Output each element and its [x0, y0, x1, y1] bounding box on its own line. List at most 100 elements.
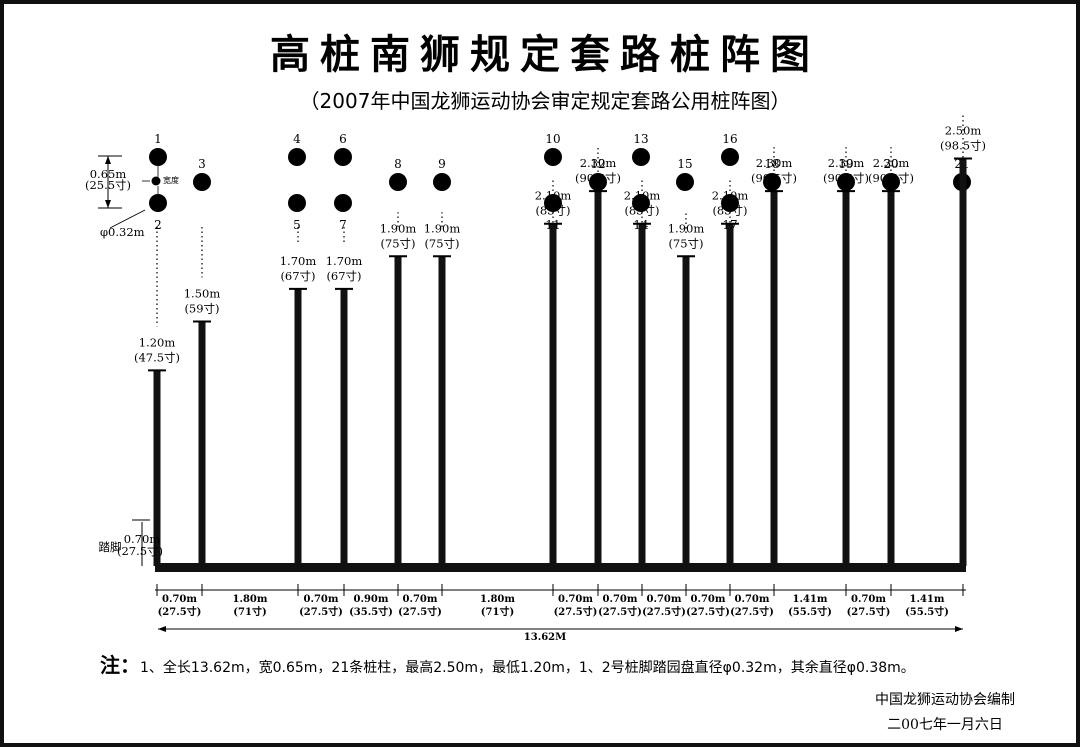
pile-18-top [763, 173, 781, 191]
total-length-dimension: 13.62M [158, 626, 963, 643]
pile-number-6: 6 [339, 132, 347, 146]
post-4-height-m: 1.70m [326, 254, 363, 268]
pile-number-15: 15 [677, 157, 692, 171]
post-9 [638, 223, 646, 566]
pile-16-top [721, 148, 739, 166]
post-11-height-cun: (83寸) [712, 204, 747, 218]
spacing-12-cun: (55.5寸) [788, 605, 832, 618]
post-12-height-m: 2.30m [756, 156, 793, 170]
note: 注：1、全长13.62m，宽0.65m，21条桩柱，最高2.50m，最低1.20… [100, 653, 915, 677]
foot-m-label: 0.70m [124, 532, 161, 546]
ground-beam [155, 563, 966, 572]
post-2-height-m: 1.50m [184, 287, 221, 301]
post-3 [294, 288, 302, 566]
post-1-height-cun: (47.5寸) [134, 350, 180, 364]
spacing-8-cun: (27.5寸) [598, 605, 642, 618]
post-10-height-m: 1.90m [668, 221, 705, 235]
pile-number-13: 13 [633, 132, 648, 146]
spacing-2-m: 1.80m [233, 594, 268, 605]
foot-step-label: 踏脚 [99, 540, 122, 554]
post-2 [198, 321, 206, 566]
post-15 [959, 158, 967, 566]
post-11 [726, 223, 734, 566]
post-14-height-m: 2.30m [873, 156, 910, 170]
pile-number-3: 3 [198, 157, 206, 171]
post-8 [594, 191, 602, 566]
pile-number-9: 9 [438, 157, 446, 171]
pile-number-2: 2 [154, 218, 162, 232]
spacing-6-m: 1.80m [480, 594, 515, 605]
diameter-label: φ0.32m [100, 225, 145, 239]
pile-4-top [288, 148, 306, 166]
pile-number-5: 5 [293, 218, 301, 232]
pile-number-8: 8 [394, 157, 402, 171]
spacing-1-m: 0.70m [162, 594, 197, 605]
post-13 [842, 191, 850, 566]
width-dimension: 0.65m (25.5寸) 宽度 φ0.32m [85, 155, 179, 239]
post-14-height-cun: (90.5寸) [868, 171, 914, 185]
pile-number-12: 12 [590, 157, 605, 171]
pile-10-top [544, 148, 562, 166]
post-6-height-cun: (75寸) [424, 236, 459, 250]
pile-number-18: 18 [764, 157, 779, 171]
spacing-6-cun: (71寸) [481, 605, 514, 618]
foot-step-dimension: 0.70m (27.5寸) 踏脚 [99, 519, 163, 566]
post-13-height-m: 2.30m [828, 156, 865, 170]
post-7-height-cun: (83寸) [535, 204, 570, 218]
spacing-14-cun: (55.5寸) [905, 605, 949, 618]
post-13-height-cun: (90.5寸) [823, 171, 869, 185]
pile-14-top [632, 194, 650, 212]
spacing-2-cun: (71寸) [233, 605, 266, 618]
footer-org: 中国龙狮运动协会编制 [875, 692, 1015, 708]
post-6 [438, 256, 446, 566]
spacing-12-m: 1.41m [793, 594, 828, 605]
post-1-height-m: 1.20m [139, 335, 176, 349]
pile-number-19: 19 [838, 157, 853, 171]
note-prefix: 注： [100, 653, 140, 677]
spacing-13-cun: (27.5寸) [847, 605, 891, 618]
pile-20-top [882, 173, 900, 191]
spacing-9-cun: (27.5寸) [642, 605, 686, 618]
spacing-9-m: 0.70m [647, 594, 682, 605]
small-foot-pile-dot [151, 176, 161, 186]
pile-15-top [676, 173, 694, 191]
diagram-subtitle: （2007年中国龙狮运动协会审定规定套路公用桩阵图） [300, 89, 791, 113]
post-12-height-cun: (90.5寸) [751, 171, 797, 185]
spacing-1-cun: (27.5寸) [158, 605, 202, 618]
post-14 [887, 191, 895, 566]
post-2-height-cun: (59寸) [184, 302, 219, 316]
pile-9-top [433, 173, 451, 191]
post-7 [549, 223, 557, 566]
spacing-14-m: 1.41m [910, 594, 945, 605]
spacing-11-cun: (27.5寸) [730, 605, 774, 618]
post-7-height-m: 2.10m [535, 189, 572, 203]
spacing-10-m: 0.70m [691, 594, 726, 605]
post-6-height-m: 1.90m [424, 221, 461, 235]
pile-number-1: 1 [154, 132, 162, 146]
post-10-height-cun: (75寸) [668, 236, 703, 250]
pile-number-4: 4 [293, 132, 301, 146]
spacing-3-cun: (27.5寸) [299, 605, 343, 618]
foot-cun-label: (27.5寸) [117, 544, 163, 558]
post-5-height-m: 1.90m [380, 221, 417, 235]
pile-top-view: 123456789101112131415161718192021 [149, 132, 971, 232]
spacing-5-cun: (27.5寸) [398, 605, 442, 618]
post-8-height-cun: (90.5寸) [575, 171, 621, 185]
pile-2-top [149, 194, 167, 212]
pile-12-top [589, 173, 607, 191]
pile-number-10: 10 [545, 132, 560, 146]
width-cun-label: (25.5寸) [85, 178, 131, 192]
post-12 [770, 191, 778, 566]
note-text: 1、全长13.62m，宽0.65m，21条桩柱，最高2.50m，最低1.20m，… [140, 659, 915, 676]
total-length-label: 13.62M [524, 632, 566, 643]
pile-1-top [149, 148, 167, 166]
width-tiny-label: 宽度 [163, 175, 179, 185]
spacing-4-m: 0.90m [354, 594, 389, 605]
pile-7-top [334, 194, 352, 212]
spacing-13-m: 0.70m [851, 594, 886, 605]
post-3-height-m: 1.70m [280, 254, 317, 268]
spacing-7-cun: (27.5寸) [554, 605, 598, 618]
spacing-8-m: 0.70m [603, 594, 638, 605]
